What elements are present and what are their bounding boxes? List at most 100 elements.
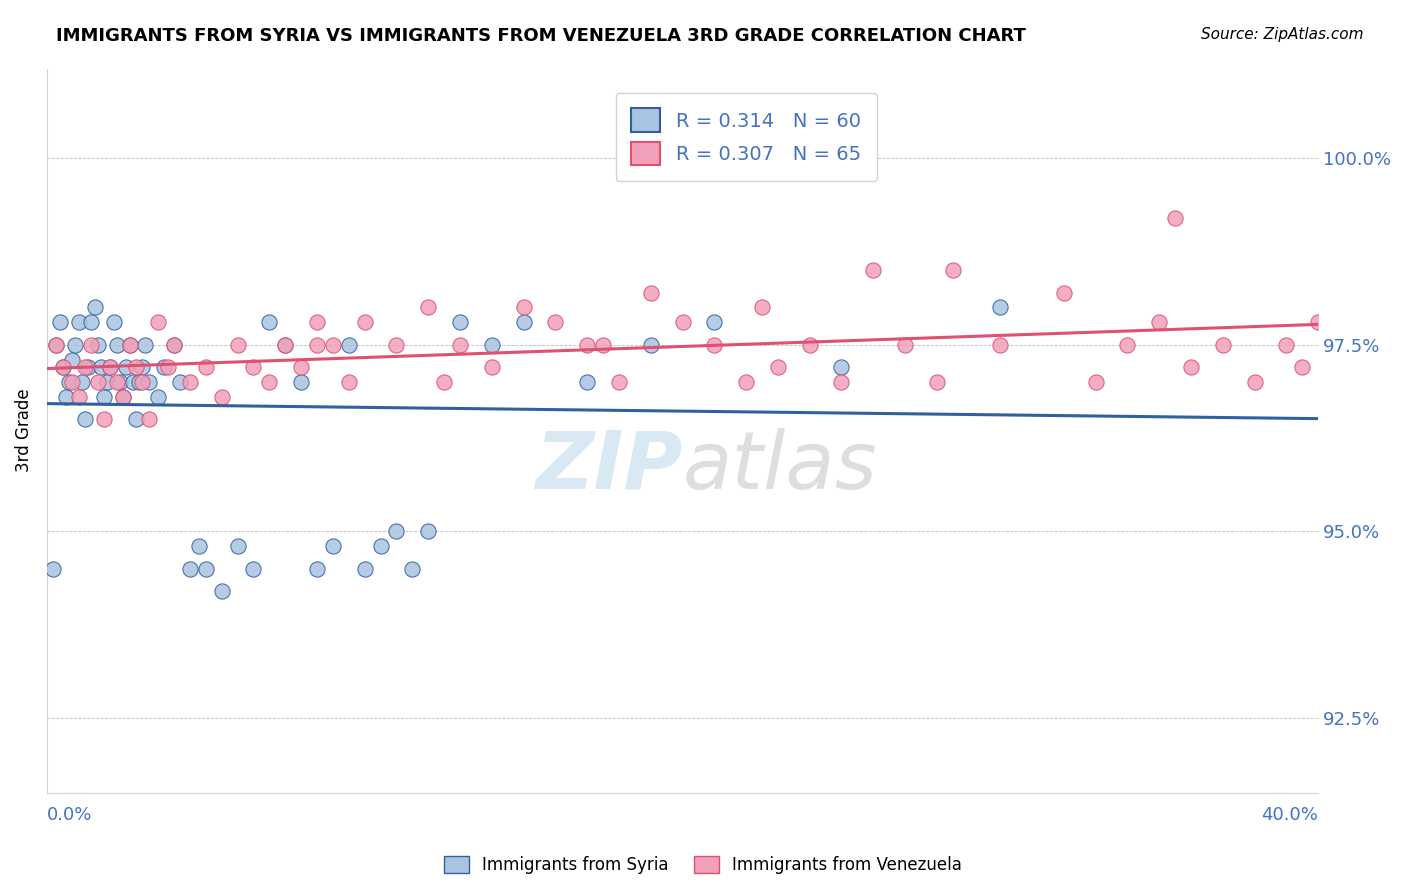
Point (211, 390, 233, 404)
Point (45, 338, 67, 352)
Point (1116, 338, 1139, 352)
Point (90, 360, 112, 375)
Point (115, 360, 138, 375)
Point (60, 352, 83, 367)
Point (45, 338, 67, 352)
Point (766, 360, 789, 375)
Point (401, 562, 423, 576)
Point (179, 562, 201, 576)
Point (1180, 360, 1202, 375)
Point (418, 301, 440, 315)
Point (48, 315, 70, 329)
Text: 40.0%: 40.0% (1261, 806, 1319, 824)
Point (118, 338, 141, 352)
Point (103, 315, 125, 329)
Point (385, 338, 408, 352)
Point (274, 338, 297, 352)
Legend: Immigrants from Syria, Immigrants from Venezuela: Immigrants from Syria, Immigrants from V… (444, 856, 962, 874)
Point (65, 338, 87, 352)
Point (55, 390, 77, 404)
Point (1291, 360, 1313, 375)
Point (70, 375, 93, 389)
Point (385, 524, 408, 539)
Point (87, 375, 110, 389)
Point (156, 360, 179, 375)
Point (125, 412, 148, 426)
Point (93, 390, 115, 404)
Point (73, 412, 96, 426)
Point (146, 315, 169, 329)
Text: Source: ZipAtlas.com: Source: ZipAtlas.com (1201, 27, 1364, 42)
Point (188, 540, 211, 554)
Point (305, 338, 328, 352)
Point (337, 338, 360, 352)
Point (1164, 211, 1187, 225)
Point (128, 375, 150, 389)
Point (83, 301, 105, 315)
Point (52, 360, 75, 375)
Point (337, 375, 360, 389)
Point (259, 315, 281, 329)
Point (305, 315, 328, 329)
Point (942, 263, 965, 277)
Point (131, 360, 153, 375)
Point (131, 375, 153, 389)
Point (211, 584, 233, 599)
Point (512, 301, 534, 315)
Point (105, 338, 128, 352)
Point (322, 338, 344, 352)
Point (830, 375, 852, 389)
Point (433, 375, 456, 389)
Point (640, 338, 662, 352)
Point (512, 315, 534, 329)
Point (108, 375, 131, 389)
Point (290, 375, 312, 389)
Point (305, 562, 328, 576)
Point (894, 338, 917, 352)
Point (925, 375, 948, 389)
Point (322, 540, 344, 554)
Point (576, 338, 599, 352)
Point (988, 301, 1011, 315)
Point (592, 338, 614, 352)
Point (169, 375, 191, 389)
Point (163, 338, 186, 352)
Point (67, 315, 90, 329)
Point (1275, 338, 1298, 352)
Point (353, 562, 375, 576)
Point (703, 338, 725, 352)
Point (73, 360, 96, 375)
Point (1084, 375, 1107, 389)
Point (87, 338, 110, 352)
Point (242, 360, 264, 375)
Point (751, 301, 773, 315)
Point (449, 338, 471, 352)
Point (481, 360, 503, 375)
Point (179, 375, 201, 389)
Point (703, 315, 725, 329)
Point (259, 375, 281, 389)
Point (607, 375, 630, 389)
Point (353, 315, 375, 329)
Point (862, 263, 884, 277)
Point (80, 315, 103, 329)
Point (125, 360, 148, 375)
Point (112, 390, 135, 404)
Point (146, 390, 169, 404)
Point (121, 375, 143, 389)
Point (100, 360, 122, 375)
Point (105, 375, 128, 389)
Point (60, 375, 83, 389)
Point (290, 360, 312, 375)
Point (1053, 285, 1076, 300)
Point (138, 375, 160, 389)
Point (96, 375, 118, 389)
Point (449, 315, 471, 329)
Point (226, 338, 249, 352)
Point (52, 360, 75, 375)
Point (93, 412, 115, 426)
Point (58, 375, 80, 389)
Text: ZIP: ZIP (536, 428, 682, 506)
Point (242, 562, 264, 576)
Point (1147, 315, 1170, 329)
